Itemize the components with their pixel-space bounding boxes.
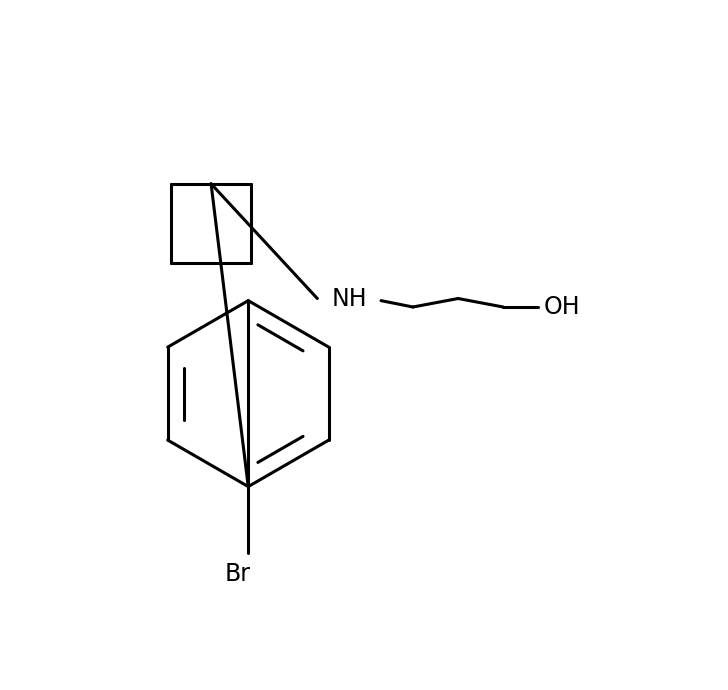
Text: OH: OH	[543, 295, 580, 319]
Text: Br: Br	[225, 562, 250, 586]
Text: NH: NH	[331, 286, 367, 310]
